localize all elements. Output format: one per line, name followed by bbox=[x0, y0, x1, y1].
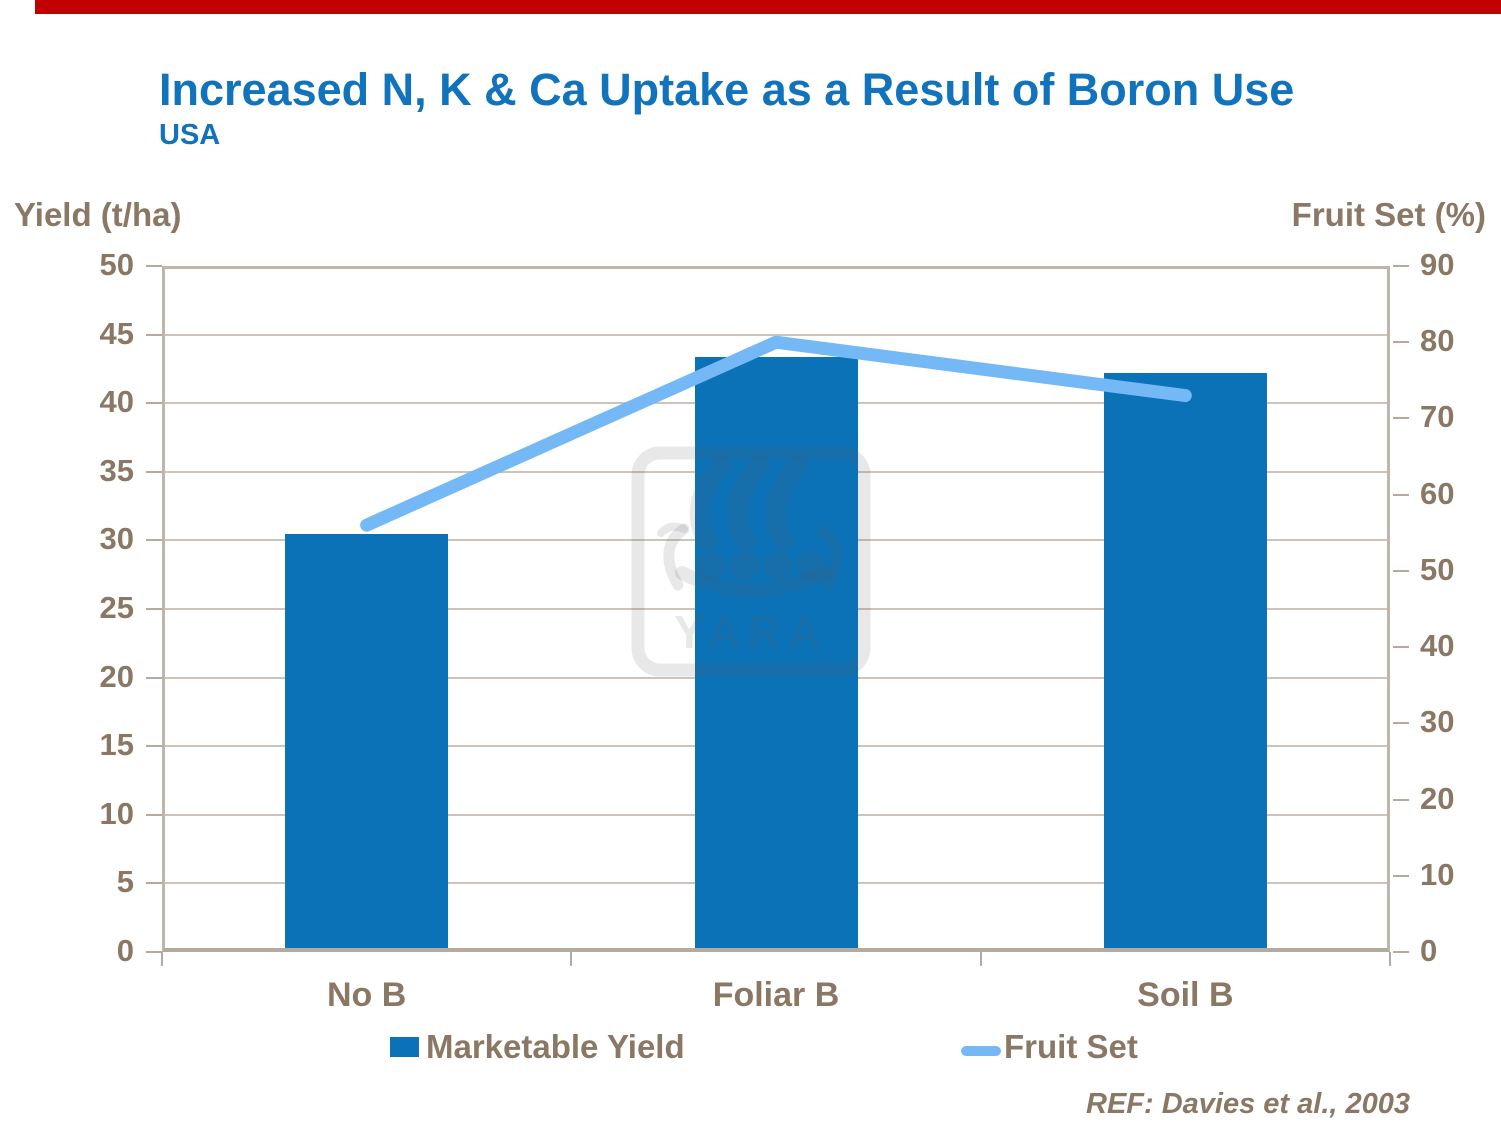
left-axis-tick bbox=[146, 265, 162, 267]
left-axis-tick bbox=[146, 676, 162, 679]
fruit-set-polyline bbox=[360, 335, 1192, 532]
right-axis-tick bbox=[1393, 493, 1409, 496]
left-axis-tick-label: 5 bbox=[116, 864, 134, 900]
category-label: Soil B bbox=[1137, 976, 1234, 1014]
left-axis-tick-label: 25 bbox=[99, 590, 134, 625]
right-axis-tick-label: 30 bbox=[1420, 704, 1455, 740]
right-axis-tick-label: 0 bbox=[1420, 933, 1438, 968]
right-axis-tick-label: 60 bbox=[1420, 475, 1455, 511]
chart-subtitle: USA bbox=[159, 119, 221, 151]
marketable-yield-bar bbox=[1103, 373, 1267, 952]
chart-title: Increased N, K & Ca Uptake as a Result o… bbox=[159, 64, 1295, 115]
left-axis-tick-label: 40 bbox=[99, 384, 134, 420]
reference-citation: REF: Davies et al., 2003 bbox=[1086, 1088, 1410, 1120]
right-axis-tick bbox=[1393, 646, 1409, 649]
right-axis-tick bbox=[1393, 569, 1409, 572]
left-axis-tick-label: 0 bbox=[116, 933, 134, 968]
left-axis-tick-label: 50 bbox=[99, 247, 134, 282]
x-axis-tick bbox=[570, 952, 573, 966]
left-axis-tick bbox=[146, 882, 162, 885]
left-axis-tick-label: 15 bbox=[99, 727, 134, 763]
left-axis-tick-label: 35 bbox=[99, 452, 134, 488]
x-axis-tick bbox=[1389, 952, 1391, 966]
legend-line-swatch bbox=[961, 1046, 1001, 1056]
right-axis-tick bbox=[1393, 265, 1409, 267]
right-axis-tick-label: 80 bbox=[1420, 323, 1455, 359]
left-axis-tick-label: 45 bbox=[99, 315, 134, 351]
fruit-set-line bbox=[360, 335, 1192, 532]
left-axis-tick bbox=[146, 745, 162, 748]
left-axis-tick-label: 20 bbox=[99, 658, 134, 694]
left-axis-tick bbox=[146, 402, 162, 405]
left-axis-tick-label: 10 bbox=[99, 795, 134, 831]
left-axis-tick bbox=[146, 470, 162, 473]
left-axis-title: Yield (t/ha) bbox=[14, 196, 182, 233]
right-axis-tick bbox=[1393, 417, 1409, 420]
marketable-yield-bar bbox=[694, 356, 858, 952]
marketable-yield-bar bbox=[285, 533, 449, 952]
legend-bar-swatch bbox=[390, 1037, 419, 1057]
right-axis-tick-label: 90 bbox=[1420, 247, 1455, 282]
legend-bar-label: Marketable Yield bbox=[426, 1028, 685, 1065]
legend-line-label: Fruit Set bbox=[1004, 1028, 1138, 1065]
right-axis-tick-label: 50 bbox=[1420, 551, 1455, 587]
right-axis-tick-label: 70 bbox=[1420, 399, 1455, 435]
left-axis-tick bbox=[146, 608, 162, 610]
right-axis-tick bbox=[1393, 951, 1409, 953]
gridline bbox=[162, 333, 1390, 336]
category-label: Foliar B bbox=[712, 976, 840, 1014]
left-axis-tick-label: 30 bbox=[99, 521, 134, 557]
right-axis-tick bbox=[1393, 798, 1409, 801]
right-axis-tick-label: 10 bbox=[1420, 856, 1455, 892]
left-axis-tick bbox=[146, 333, 162, 336]
x-axis-tick bbox=[161, 952, 163, 966]
category-label: No B bbox=[326, 976, 407, 1014]
left-axis-tick bbox=[146, 813, 162, 816]
right-axis-tick bbox=[1393, 722, 1409, 725]
x-axis-tick bbox=[979, 952, 982, 966]
left-axis-tick bbox=[146, 539, 162, 542]
right-axis-title: Fruit Set (%) bbox=[1291, 196, 1486, 233]
right-axis-tick-label: 20 bbox=[1420, 780, 1455, 816]
top-accent-bar bbox=[35, 0, 1501, 14]
left-axis-tick bbox=[146, 951, 162, 953]
right-axis-tick-label: 40 bbox=[1420, 628, 1455, 664]
right-axis-tick bbox=[1393, 341, 1409, 344]
right-axis-tick bbox=[1393, 874, 1409, 877]
